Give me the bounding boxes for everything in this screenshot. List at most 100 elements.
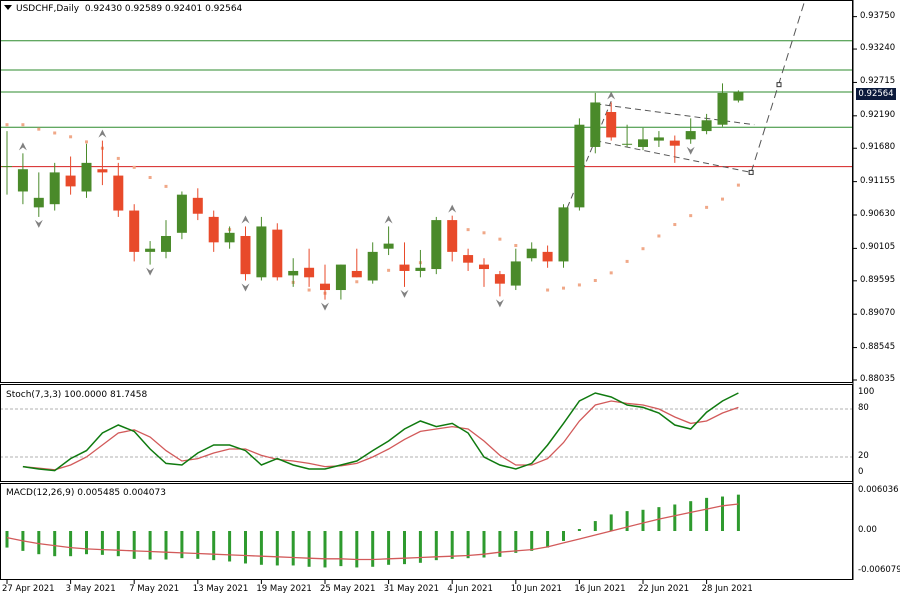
macd-histogram-bar: [244, 531, 247, 564]
stoch-tick-label: 0: [858, 467, 864, 477]
bearish-candle: [129, 210, 140, 252]
date-tick-label: 27 Apr 2021: [2, 584, 55, 594]
bullish-candle: [161, 235, 171, 252]
date-tick-label: 10 Jun 2021: [510, 584, 562, 594]
macd-histogram-bar: [116, 531, 120, 557]
macd-histogram-bar: [625, 511, 629, 531]
price-tick-label: 0.93240: [860, 43, 896, 54]
stoch-tick-label: 20: [858, 451, 869, 461]
macd-histogram-bar: [275, 531, 279, 566]
bearish-candle: [304, 267, 315, 278]
price-tick-label: 0.90630: [860, 209, 896, 219]
psar-dot: [148, 175, 152, 179]
macd-title: MACD(12,26,9) 0.005485 0.004073: [6, 488, 166, 498]
bearish-candle: [494, 274, 505, 284]
date-tick-label: 13 May 2021: [192, 584, 249, 594]
psar-dot: [116, 156, 120, 160]
bullish-candle: [81, 162, 92, 192]
psar-dot: [705, 205, 709, 209]
bearish-candle: [192, 197, 203, 214]
price-tick-label: 0.88035: [860, 374, 896, 384]
macd-histogram-bar: [641, 509, 645, 531]
stoch-title: Stoch(7,3,3) 100.0000 81.7458: [6, 390, 148, 400]
macd-histogram-bar: [180, 531, 184, 559]
bullish-candle: [590, 102, 601, 147]
fractal-down-icon: [495, 299, 504, 308]
macd-histogram-bar: [593, 521, 597, 531]
price-tick-label: 0.89595: [860, 274, 896, 285]
psar-dot: [466, 228, 470, 232]
bullish-candle: [367, 251, 378, 281]
bullish-candle: [335, 264, 346, 291]
macd-histogram-bar: [148, 531, 152, 560]
fractal-up-icon: [18, 142, 27, 151]
bullish-candle: [638, 139, 648, 147]
macd-histogram-bar: [323, 531, 327, 568]
bullish-candle: [431, 220, 442, 270]
price-tick-label: 0.92190: [860, 109, 896, 120]
psar-dot: [736, 183, 740, 187]
macd-histogram-bar: [132, 531, 136, 559]
bullish-candle: [256, 226, 267, 278]
date-tick-label: 19 May 2021: [256, 584, 312, 594]
price-tick-label: 0.88545: [860, 341, 896, 352]
channel-upper-line: [595, 103, 755, 126]
psar-dot: [498, 237, 502, 241]
macd-histogram-bar: [418, 531, 422, 563]
macd-histogram-bar: [673, 504, 677, 531]
bullish-candle: [526, 248, 537, 259]
price-tick-label: 0.89070: [860, 308, 896, 319]
macd-histogram-bar: [721, 496, 724, 531]
bullish-candle: [653, 137, 664, 141]
psar-dot: [609, 271, 613, 275]
bullish-candle: [622, 143, 633, 145]
price-tick-label: 0.91680: [860, 142, 896, 153]
date-tick-label: 22 Jun 2021: [638, 584, 690, 594]
macd-histogram-bar: [37, 531, 41, 555]
macd-histogram-bar: [609, 514, 613, 531]
macd-histogram-bar: [689, 501, 693, 531]
bullish-candle: [733, 92, 744, 101]
psar-dot: [593, 278, 597, 282]
date-tick-label: 3 May 2021: [65, 584, 116, 594]
bearish-candle: [479, 264, 489, 270]
psar-dot: [721, 197, 724, 201]
macd-histogram-bar: [450, 531, 454, 559]
symbol-label: USDCHF,Daily: [16, 4, 80, 14]
psar-dot: [307, 288, 311, 292]
bearish-candle: [320, 283, 330, 291]
psar-dot: [53, 131, 57, 135]
macd-histogram-bar: [736, 494, 740, 531]
stoch-tick-label: 80: [858, 403, 869, 413]
macd-tick-label: -0.006079: [858, 565, 900, 576]
projection-line: [750, 0, 806, 173]
stoch-signal-line: [22, 400, 739, 471]
bearish-candle: [606, 111, 617, 138]
price-tick-label: 0.91155: [860, 175, 896, 186]
dropdown-triangle-icon[interactable]: [4, 5, 12, 10]
bearish-candle: [399, 264, 410, 271]
psar-dot: [37, 127, 41, 131]
bearish-candle: [97, 169, 108, 173]
bullish-candle: [33, 197, 44, 208]
psar-dot: [69, 135, 73, 139]
macd-histogram-bar: [5, 531, 9, 548]
bearish-candle: [113, 175, 124, 211]
projection-anchor-point: [776, 82, 782, 88]
bullish-candle: [176, 194, 187, 233]
macd-histogram-bar: [577, 529, 581, 531]
bearish-candle: [65, 175, 76, 187]
macd-histogram-bar: [100, 531, 104, 555]
bullish-candle: [2, 166, 12, 168]
bullish-candle: [145, 248, 156, 252]
macd-histogram-bar: [291, 531, 295, 566]
psar-dot: [625, 259, 629, 263]
macd-histogram-bar: [164, 531, 168, 560]
psar-dot: [546, 288, 550, 292]
psar-dot: [673, 223, 677, 227]
ohlc-values: 0.92430 0.92589 0.92401 0.92564: [84, 4, 243, 14]
date-tick-label: 25 May 2021: [320, 584, 376, 594]
macd-histogram-bar: [53, 531, 57, 557]
